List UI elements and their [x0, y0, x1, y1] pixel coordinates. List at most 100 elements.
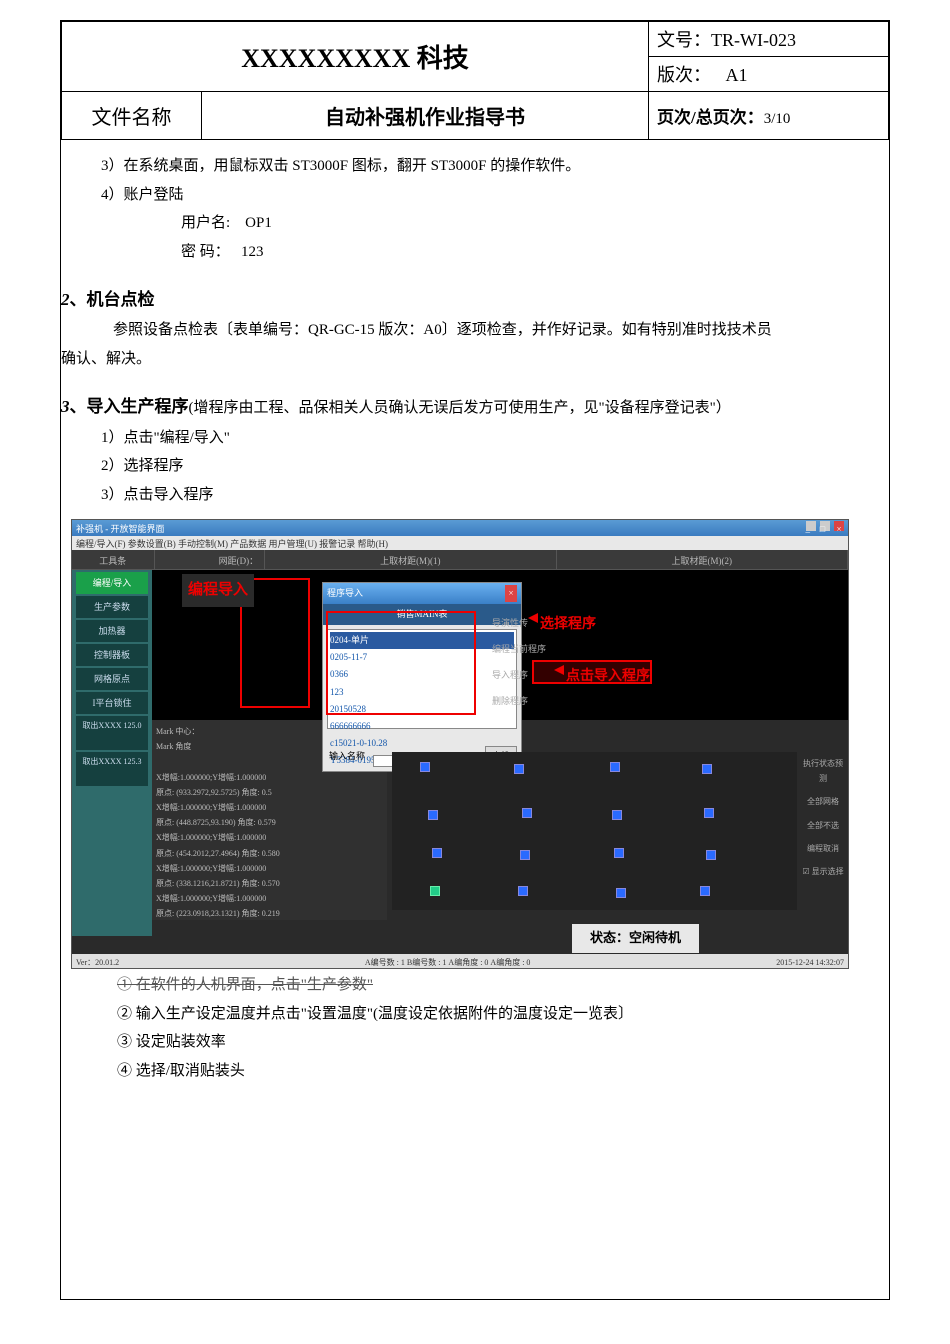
board-view	[392, 752, 797, 910]
chip	[430, 886, 440, 896]
sidebar-item-1[interactable]: 生产参数	[76, 596, 148, 618]
page: 3/10	[764, 111, 791, 127]
doc-no: TR-WI-023	[711, 30, 796, 50]
menubar[interactable]: 编程/导入(F) 参数设置(B) 手动控制(M) 产品数据 用户管理(U) 报警…	[72, 536, 848, 550]
doc-no-label: 文号：	[657, 30, 711, 50]
header-table: XXXXXXXXX 科技 文号：TR-WI-023 版次： A1 文件名称 自动…	[61, 21, 889, 140]
chip	[432, 848, 442, 858]
sec3-sep: 、	[70, 397, 87, 416]
window-title: 补强机 - 开放智能界面	[76, 521, 165, 535]
toolbar-4: 上取材距(M)(2)	[557, 550, 848, 569]
sec3-num: 3	[61, 397, 70, 416]
window-controls: _ □ ×	[804, 521, 845, 535]
sec2-text-a: 参照设备点检表〔表单编号：QR-GC-15 版次：A0〕逐项检查，并作好记录。如…	[61, 316, 879, 345]
rp-3[interactable]: 编程取消	[800, 841, 846, 856]
right-panel: 执行状态预测 全部网格 全部不选 编程取消 ☑ 显示选择	[798, 748, 848, 888]
red-rect-list	[326, 611, 476, 715]
chip	[428, 810, 438, 820]
sec3-note: (增程序由工程、品保相关人员确认无误后发方可使用生产，见"设备程序登记表"）	[189, 400, 731, 416]
sec2-num: 2	[61, 290, 70, 309]
rev-cell: 版次： A1	[649, 57, 889, 92]
sidebar-item-5[interactable]: I平台锁住	[76, 692, 148, 714]
sec2-sep: 、	[70, 290, 87, 309]
chip	[518, 886, 528, 896]
after-1: ① 在软件的人机界面，点击"生产参数"	[61, 971, 879, 1000]
company-title: XXXXXXXXX 科技	[62, 22, 649, 92]
info-9: 原点: (338.1216,21.8721) 角度: 0.570	[156, 876, 383, 891]
info-7: 原点: (454.2012,27.4964) 角度: 0.580	[156, 846, 383, 861]
body: 3）在系统桌面，用鼠标双击 ST3000F 图标，翻开 ST3000F 的操作软…	[61, 140, 889, 1097]
sec2-text-b: 确认、解决。	[61, 345, 879, 374]
minimize-icon[interactable]: _	[806, 521, 816, 531]
chip	[420, 762, 430, 772]
chip	[614, 848, 624, 858]
window-titlebar: 补强机 - 开放智能界面 _ □ ×	[72, 520, 848, 536]
arrow-2-icon	[528, 613, 538, 623]
pwd-val: 123	[241, 244, 264, 260]
step-3: 3）在系统桌面，用鼠标双击 ST3000F 图标，翻开 ST3000F 的操作软…	[61, 152, 879, 181]
sidebar-item-3[interactable]: 控制器板	[76, 644, 148, 666]
dialog-titlebar: 程序导入 ×	[323, 583, 521, 604]
document-frame: XXXXXXXXX 科技 文号：TR-WI-023 版次： A1 文件名称 自动…	[60, 20, 890, 1300]
file-title: 自动补强机作业指导书	[202, 92, 649, 140]
statusbar-mid: A编号数 : 1 B编号数 : 1 A编角度 : 0 A编角度 : 0	[365, 955, 531, 967]
left-panel: 编程/导入 生产参数 加热器 控制器板 网格原点 I平台锁住 取出XXXX 12…	[72, 570, 152, 936]
chip	[520, 850, 530, 860]
chip	[706, 850, 716, 860]
after-2: ② 输入生产设定温度并点击"设置温度"(温度设定依据附件的温度设定一览表〕	[61, 1000, 879, 1029]
sec3-s3: 3）点击导入程序	[61, 481, 879, 510]
callout-3: 点击导入程序	[566, 662, 650, 689]
info-4: X增幅:1.000000;Y增幅:1.000000	[156, 800, 383, 815]
rp-4[interactable]: ☑ 显示选择	[800, 864, 846, 879]
step-4: 4）账户登陆	[61, 181, 879, 210]
section-2: 2、机台点检	[61, 284, 879, 316]
rev-label: 版次：	[657, 65, 711, 85]
file-label: 文件名称	[62, 92, 202, 140]
sidebar-item-4[interactable]: 网格原点	[76, 668, 148, 690]
maximize-icon[interactable]: □	[820, 521, 830, 531]
chip	[514, 764, 524, 774]
toolbar-3: 上取材距(M)(1)	[265, 550, 556, 569]
rbtn-3[interactable]: 删除程序	[492, 688, 546, 714]
info-10: X增幅:1.000000;Y增幅:1.000000	[156, 891, 383, 906]
login-pwd-row: 密 码： 123	[61, 238, 879, 267]
user-val: OP1	[245, 215, 272, 231]
dialog-close-icon[interactable]: ×	[505, 585, 517, 602]
doc-no-cell: 文号：TR-WI-023	[649, 22, 889, 57]
arrow-3-icon	[554, 665, 564, 675]
chip	[700, 886, 710, 896]
chip	[610, 762, 620, 772]
page-cell: 页次/总页次：3/10	[649, 92, 889, 140]
app-screenshot: 补强机 - 开放智能界面 _ □ × 编程/导入(F) 参数设置(B) 手动控制…	[71, 519, 849, 969]
info-3: 原点: (933.2972,92.5725) 角度: 0.5	[156, 785, 383, 800]
rp-0[interactable]: 执行状态预测	[800, 756, 846, 786]
info-8: X增幅:1.000000;Y增幅:1.000000	[156, 861, 383, 876]
rp-1[interactable]: 全部网格	[800, 794, 846, 809]
after-4: ④ 选择/取消贴装头	[61, 1057, 879, 1086]
info-6: X增幅:1.000000;Y增幅:1.000000	[156, 830, 383, 845]
section-3: 3、导入生产程序(增程序由工程、品保相关人员确认无误后发方可使用生产，见"设备程…	[61, 391, 879, 423]
close-icon[interactable]: ×	[834, 521, 844, 531]
statusbar-left: Ver：20.01.2	[76, 955, 119, 967]
rp-2[interactable]: 全部不选	[800, 818, 846, 833]
dialog-input-label: 输入名称	[329, 748, 365, 765]
info-11: 原点: (223.0918,23.1321) 角度: 0.219	[156, 906, 383, 920]
chip	[522, 808, 532, 818]
sec3-s1: 1）点击"编程/导入"	[61, 424, 879, 453]
callout-1: 编程导入	[182, 574, 254, 607]
sidebar-item-6[interactable]: 取出XXXX 125.0	[76, 716, 148, 750]
list-item-5[interactable]: 666666666	[330, 718, 514, 735]
rev: A1	[726, 65, 748, 85]
login-user-row: 用户名: OP1	[61, 209, 879, 238]
sidebar-item-0[interactable]: 编程/导入	[76, 572, 148, 594]
after-3: ③ 设定贴装效率	[61, 1028, 879, 1057]
statusbar: Ver：20.01.2 A编号数 : 1 B编号数 : 1 A编角度 : 0 A…	[72, 954, 848, 968]
statusbar-right: 2015-12-24 14:32:07	[776, 955, 844, 967]
status-text: 状态：空闲待机	[572, 924, 699, 953]
dialog-title: 程序导入	[327, 585, 363, 602]
page-label: 页次/总页次：	[657, 108, 764, 127]
rbtn-1[interactable]: 编程当前程序	[492, 636, 546, 662]
chip	[702, 764, 712, 774]
sidebar-item-7[interactable]: 取出XXXX 125.3	[76, 752, 148, 786]
sidebar-item-2[interactable]: 加热器	[76, 620, 148, 642]
